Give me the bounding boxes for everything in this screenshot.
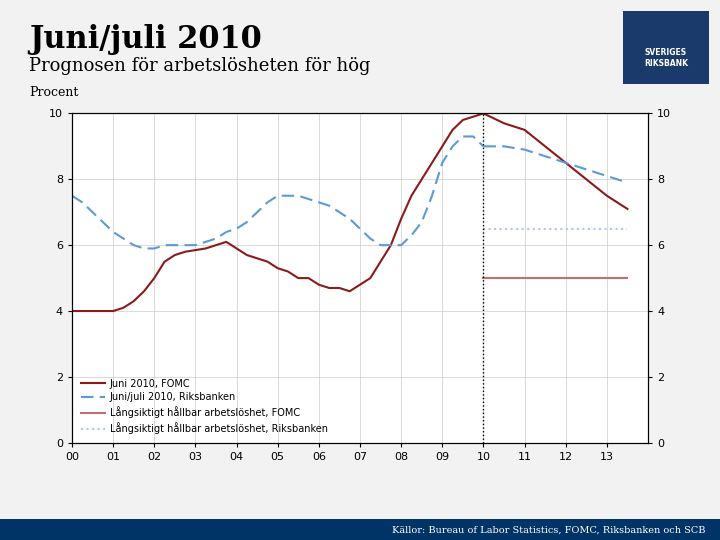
Text: Juni/juli 2010: Juni/juli 2010 (29, 24, 261, 55)
Legend: Juni 2010, FOMC, Juni/juli 2010, Riksbanken, Långsiktigt hållbar arbetslöshet, F: Juni 2010, FOMC, Juni/juli 2010, Riksban… (77, 375, 332, 438)
Text: Prognosen för arbetslösheten för hög: Prognosen för arbetslösheten för hög (29, 57, 370, 75)
Text: Källor: Bureau of Labor Statistics, FOMC, Riksbanken och SCB: Källor: Bureau of Labor Statistics, FOMC… (392, 526, 706, 535)
Text: SVERIGES
RIKSBANK: SVERIGES RIKSBANK (644, 49, 688, 68)
Text: Procent: Procent (29, 86, 78, 99)
